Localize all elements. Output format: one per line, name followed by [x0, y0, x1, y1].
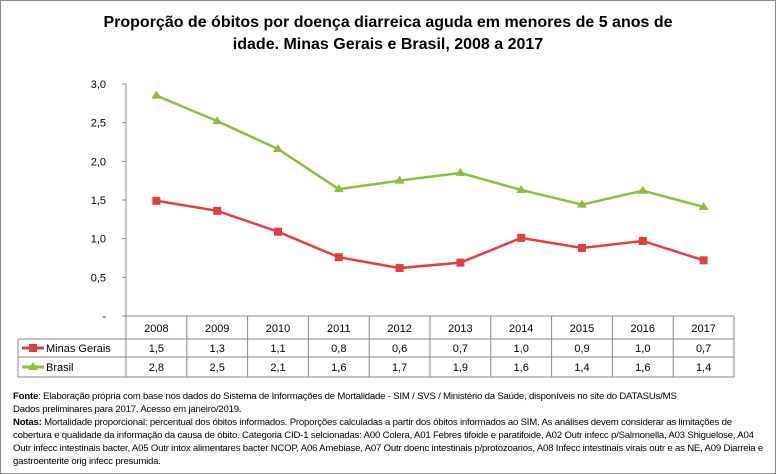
table-value: 1,4 — [696, 362, 711, 374]
x-category-label: 2012 — [387, 323, 411, 335]
data-point — [578, 243, 586, 252]
chart-title-line: idade. Minas Gerais e Brasil, 2008 a 201… — [233, 36, 544, 53]
data-point — [637, 185, 648, 194]
data-point — [577, 199, 587, 208]
data-point — [151, 90, 162, 99]
notas-label: Notas: — [13, 417, 42, 428]
table-value: 1,6 — [514, 362, 529, 374]
table-value: 1,5 — [149, 343, 164, 355]
x-category-label: 2013 — [448, 323, 472, 335]
y-tick-label: 2,0 — [91, 156, 106, 168]
table-value: 0,6 — [392, 343, 407, 355]
x-category-label: 2016 — [631, 323, 655, 335]
x-category-label: 2015 — [570, 323, 594, 335]
x-category-label: 2014 — [509, 323, 533, 335]
data-point — [274, 227, 282, 236]
data-point — [456, 258, 465, 267]
table-value: 0,7 — [696, 343, 711, 355]
data-point — [333, 184, 344, 193]
table-value: 1,6 — [331, 362, 346, 374]
x-category-label: 2010 — [266, 323, 290, 335]
data-point — [517, 233, 526, 242]
notas-text: Mortalidade proporcional: percentual dos… — [13, 417, 764, 467]
data-point — [699, 256, 708, 265]
table-value: 2,5 — [210, 362, 225, 374]
table-value: 1,7 — [392, 362, 407, 374]
table-value: 2,1 — [270, 362, 285, 374]
legend-label: Brasil — [46, 362, 74, 374]
fonte-line2: Dados preliminares para 2017. Acesso em … — [13, 404, 242, 415]
table-value: 1,1 — [270, 343, 285, 355]
table-value: 1,0 — [635, 343, 650, 355]
legend-marker-triangle — [28, 362, 38, 370]
legend-marker-square — [29, 344, 37, 352]
x-category-label: 2017 — [691, 323, 715, 335]
chart-notes: Fonte: Elaboração própria com base nos d… — [13, 390, 768, 468]
data-point — [516, 184, 527, 193]
series-line-minas-gerais — [156, 199, 704, 270]
x-category-label: 2008 — [144, 323, 168, 335]
y-tick-label: 1,0 — [91, 234, 106, 246]
data-point — [334, 253, 343, 262]
data-point — [212, 116, 223, 125]
data-point — [638, 236, 647, 245]
table-value: 1,0 — [514, 343, 529, 355]
data-point — [698, 201, 709, 210]
table-value: 1,3 — [210, 343, 225, 355]
table-value: 1,9 — [453, 362, 468, 374]
data-point — [455, 167, 466, 176]
x-category-label: 2009 — [205, 323, 229, 335]
data-point — [213, 206, 222, 215]
x-category-label: 2011 — [327, 323, 351, 335]
table-value: 2,8 — [149, 362, 164, 374]
data-point — [395, 264, 404, 273]
y-tick-label: 0,5 — [91, 272, 106, 284]
table-value: 1,4 — [574, 362, 589, 374]
data-point — [152, 196, 161, 205]
fonte-label: Fonte — [13, 391, 39, 402]
series-line-brasil — [155, 94, 704, 209]
table-value: 0,8 — [331, 343, 346, 355]
chart-title-line: Proporção de óbitos por doença diarreica… — [103, 14, 672, 31]
legend-label: Minas Gerais — [46, 343, 111, 355]
data-point — [394, 175, 405, 184]
fonte-text: : Elaboração própria com base nos dados … — [38, 391, 677, 402]
y-tick-label: 3,0 — [91, 79, 106, 91]
table-value: 0,7 — [453, 343, 468, 355]
data-point — [273, 143, 283, 152]
y-tick-label: 1,5 — [91, 195, 106, 207]
table-value: 0,9 — [574, 343, 589, 355]
y-tick-label: - — [102, 311, 106, 323]
y-tick-label: 2,5 — [91, 118, 106, 130]
table-value: 1,6 — [635, 362, 650, 374]
